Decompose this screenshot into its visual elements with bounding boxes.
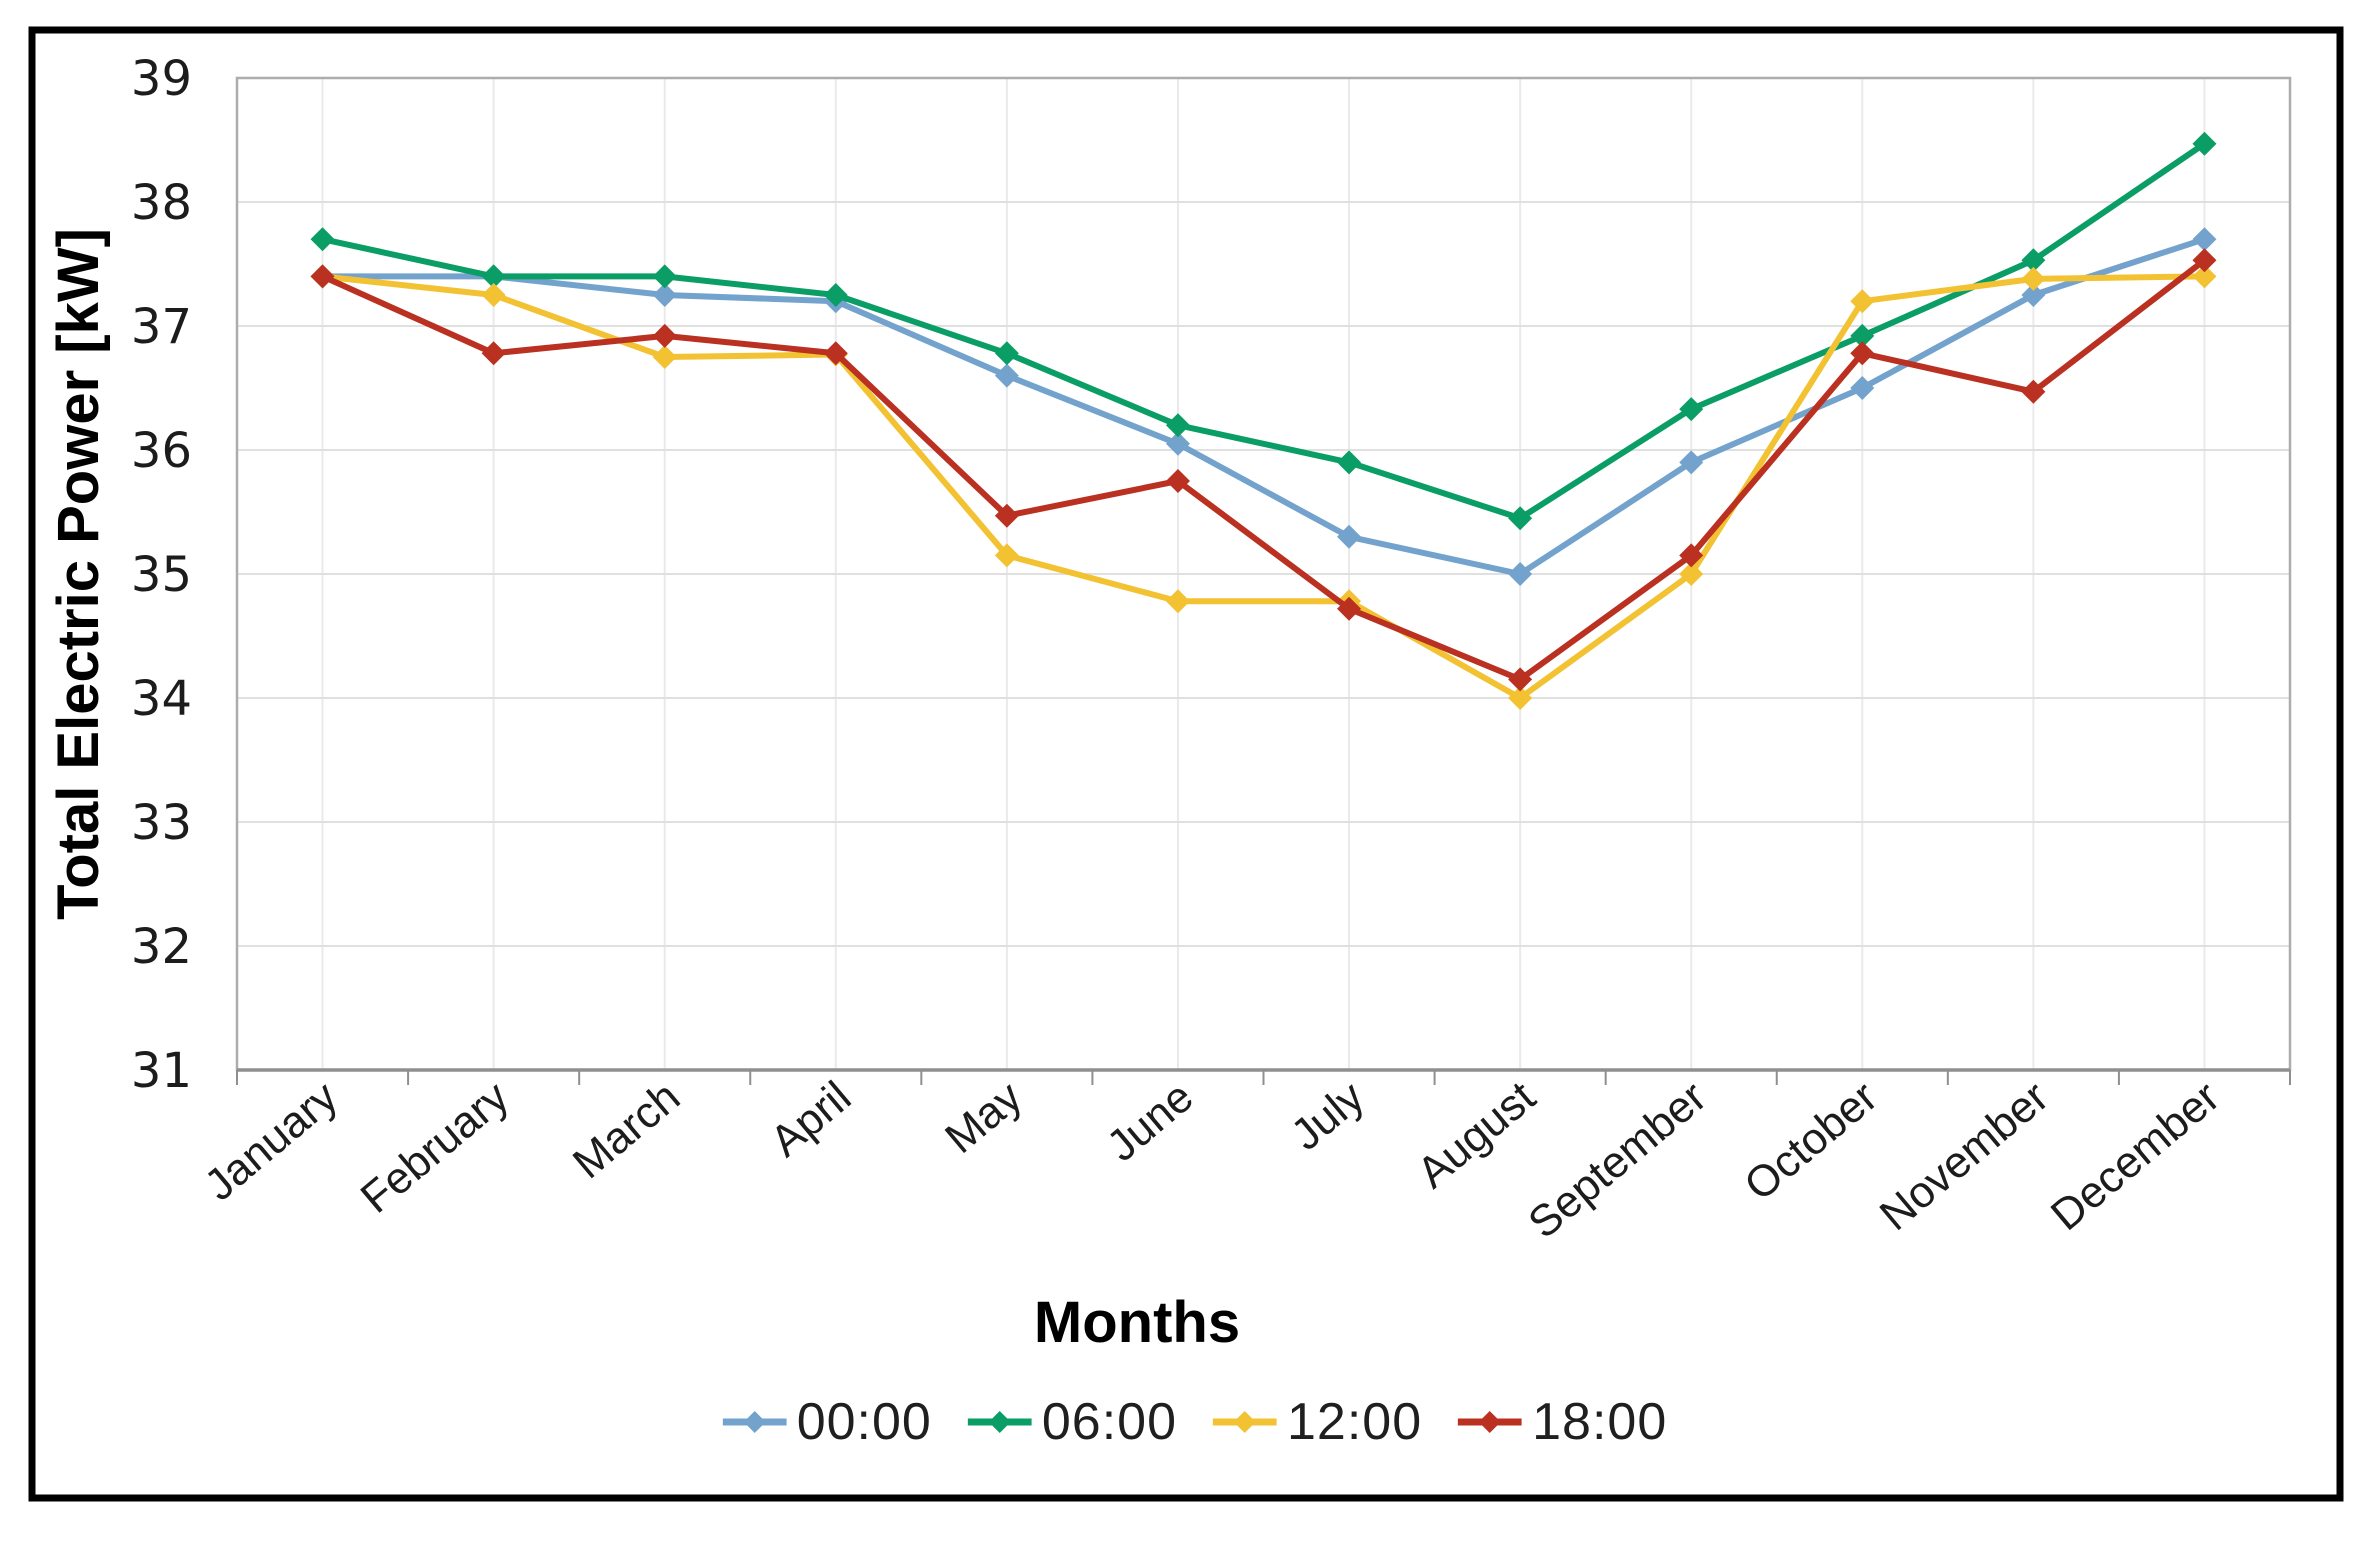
series-marker-18-00 [2021, 379, 2046, 404]
x-tick-label: November [1871, 1072, 2058, 1240]
outer-frame [28, 26, 2344, 1502]
x-tick-label: February [352, 1072, 518, 1223]
series-marker-00-00 [1337, 524, 1362, 549]
series-marker-00-00 [1165, 431, 1190, 456]
series-marker-06-00 [1679, 397, 1704, 422]
series-marker-00-00 [2021, 283, 2046, 307]
series-marker-06-00 [1850, 323, 1875, 348]
x-tick-label: October [1735, 1072, 1886, 1210]
y-tick-label: 32 [131, 919, 192, 975]
series-marker-18-00 [1679, 543, 1704, 568]
series-marker-06-00 [652, 264, 677, 289]
x-tick-label: March [564, 1072, 689, 1188]
series-marker-06-00 [1508, 506, 1533, 531]
y-tick-label: 36 [131, 423, 192, 479]
legend-label: 06:00 [1041, 1393, 1177, 1451]
series-marker-12-00 [1850, 289, 1875, 314]
x-tick-label: September [1519, 1072, 1715, 1248]
series-marker-12-00 [481, 283, 506, 307]
chart-legend: 00:00 06:00 12:00 18:00 [722, 1392, 1668, 1452]
series-marker-06-00 [823, 283, 848, 307]
series-marker-06-00 [2021, 248, 2046, 273]
series-marker-12-00 [1165, 589, 1190, 614]
y-tick-label: 38 [131, 175, 192, 231]
series-marker-18-00 [823, 341, 848, 366]
series-marker-18-00 [1508, 667, 1533, 692]
series-marker-18-00 [310, 264, 335, 289]
series-marker-00-00 [994, 363, 1019, 388]
series-marker-18-00 [1337, 596, 1362, 621]
y-tick-label: 33 [131, 795, 192, 851]
x-tick-label: May [936, 1072, 1031, 1163]
series-marker-18-00 [2192, 248, 2217, 273]
series-marker-18-00 [652, 323, 677, 348]
y-tick-label: 31 [131, 1043, 192, 1099]
series-marker-12-00 [1679, 562, 1704, 586]
series-marker-06-00 [481, 264, 506, 289]
legend-item: 00:00 [722, 1392, 932, 1452]
series-marker-12-00 [2021, 266, 2046, 291]
y-tick-label: 34 [131, 671, 192, 727]
legend-label: 18:00 [1532, 1393, 1668, 1451]
series-marker-06-00 [2192, 131, 2217, 156]
series-marker-00-00 [1508, 562, 1533, 586]
series-marker-00-00 [1850, 376, 1875, 400]
legend-swatch-icon [1213, 1411, 1277, 1433]
legend-swatch-icon [967, 1411, 1032, 1433]
series-marker-06-00 [1165, 413, 1190, 438]
x-tick-label: August [1408, 1072, 1544, 1198]
y-tick-label: 39 [131, 51, 192, 107]
series-line-06-00 [319, 140, 2208, 522]
legend-marker [1479, 1411, 1502, 1433]
series-marker-12-00 [652, 345, 677, 369]
series-marker-00-00 [652, 283, 677, 307]
series-marker-18-00 [1850, 341, 1875, 366]
series-marker-18-00 [994, 503, 1019, 528]
x-tick-label: January [196, 1072, 347, 1210]
series-line-12-00 [319, 273, 2208, 701]
legend-marker [1234, 1411, 1256, 1433]
series-marker-06-00 [1337, 450, 1362, 475]
x-tick-label: June [1098, 1072, 1203, 1171]
x-tick-label: April [761, 1072, 860, 1166]
legend-item: 06:00 [967, 1392, 1177, 1452]
legend-swatch-icon [1458, 1411, 1523, 1433]
x-tick-label: December [2042, 1072, 2229, 1240]
series-group [310, 131, 2217, 710]
series-line-18-00 [319, 257, 2208, 683]
y-tick-label: 37 [131, 299, 192, 355]
series-marker-12-00 [2192, 264, 2217, 289]
legend-item: 12:00 [1213, 1392, 1422, 1452]
x-axis-title: Months [1034, 1290, 1240, 1355]
x-tick-label: July [1282, 1072, 1373, 1160]
y-tick-label: 35 [131, 547, 192, 603]
legend-label: 00:00 [796, 1393, 932, 1451]
series-marker-00-00 [1679, 450, 1704, 475]
chart-frame-group [28, 26, 2344, 1502]
legend-item: 18:00 [1458, 1392, 1667, 1452]
series-marker-00-00 [2192, 227, 2217, 252]
series-marker-18-00 [481, 341, 506, 366]
gridlines-group [237, 78, 2290, 1070]
series-marker-12-00 [1508, 686, 1533, 710]
legend-swatch-icon [722, 1411, 787, 1433]
plot-border-group [235, 76, 2292, 1085]
series-marker-18-00 [1165, 469, 1190, 493]
legend-marker [988, 1411, 1011, 1433]
series-marker-12-00 [994, 543, 1019, 568]
series-marker-06-00 [310, 227, 335, 252]
series-marker-06-00 [994, 341, 1019, 366]
legend-marker [743, 1411, 766, 1433]
legend-label: 12:00 [1287, 1393, 1423, 1451]
y-axis-title: Total Electric Power [kW] [46, 228, 111, 920]
series-line-00-00 [319, 236, 2208, 577]
